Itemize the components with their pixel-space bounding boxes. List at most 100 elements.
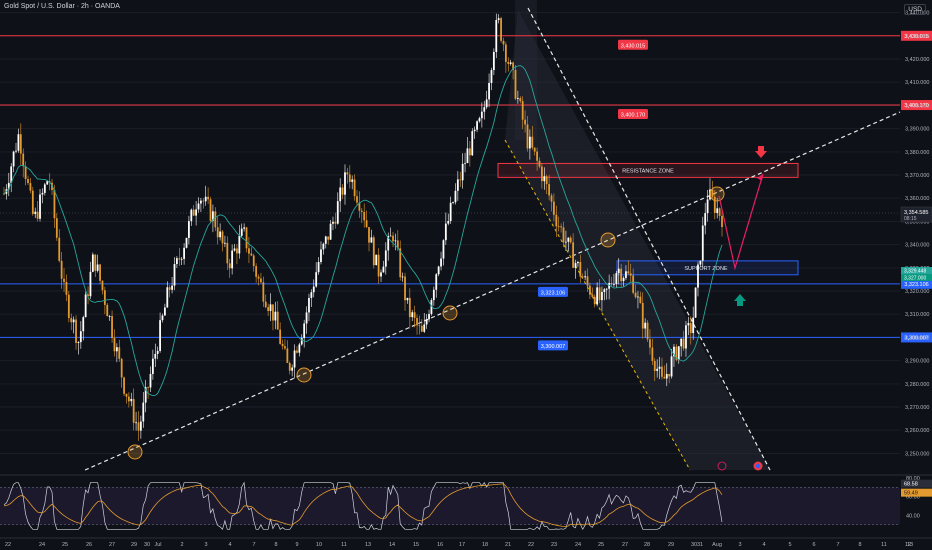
candle-body <box>310 292 313 298</box>
price-tick-label: 3,380.000 <box>905 150 929 156</box>
candle-body <box>435 274 438 290</box>
candle-body <box>504 44 507 62</box>
candle-body <box>555 214 558 227</box>
candle-body <box>202 200 205 202</box>
channel-fill <box>505 10 770 470</box>
candle-body <box>524 119 526 125</box>
rsi-signal-label: 59.49 <box>904 491 918 497</box>
time-tick-label: 15 <box>413 542 419 548</box>
chart-title: Gold Spot / U.S. Dollar · 2h · OANDA <box>4 3 120 10</box>
candle-body <box>91 254 94 272</box>
candle-body <box>440 258 442 267</box>
candle-body <box>543 176 546 182</box>
candle-body <box>106 304 109 317</box>
candle-body <box>685 325 687 349</box>
rsi-line <box>3 481 723 531</box>
candle-body <box>353 179 356 197</box>
candle-body <box>113 337 116 352</box>
candle-body <box>94 254 97 271</box>
candle-body <box>670 356 673 377</box>
candle-body <box>332 221 334 224</box>
candle-body <box>495 20 498 52</box>
candle-body <box>43 184 46 193</box>
candle-body <box>473 129 476 132</box>
candle-body <box>24 166 27 179</box>
time-tick-label: 24 <box>575 542 581 548</box>
candle-body <box>344 172 346 195</box>
candle-body <box>341 187 344 195</box>
candle-body <box>456 179 459 191</box>
price-tick-label: 3,440.000 <box>905 11 929 17</box>
level-label: 3,323.106 <box>541 290 565 296</box>
level-axis-label: 3,400.170 <box>904 103 928 109</box>
currency-button[interactable]: USD <box>904 4 926 15</box>
candle-body <box>142 402 145 422</box>
candle-body <box>526 124 529 149</box>
candle-body <box>29 183 32 191</box>
candle-body <box>596 287 599 305</box>
time-tick-label: 8 <box>274 542 277 548</box>
candle-body <box>706 199 709 214</box>
candle-body <box>53 189 56 219</box>
candle-body <box>221 231 224 244</box>
candle-body <box>519 98 522 102</box>
rsi-tick-label: 40.00 <box>906 513 920 519</box>
time-tick-label: 8 <box>858 542 861 548</box>
candle-body <box>317 262 320 273</box>
candle-body <box>248 248 250 254</box>
candle-body <box>173 264 176 286</box>
candle-body <box>243 227 246 229</box>
swing-point-marker <box>296 367 312 383</box>
rsi-signal-line <box>3 483 723 528</box>
candle-body <box>267 307 270 311</box>
candle-body <box>548 184 551 196</box>
candle-body <box>553 201 555 215</box>
candle-body <box>581 276 584 278</box>
candle-body <box>644 322 647 329</box>
ma-label-box <box>901 267 932 274</box>
candle-body <box>31 190 34 214</box>
candle-body <box>228 263 231 269</box>
price-tick-label: 3,390.000 <box>905 127 929 133</box>
rsi-signal-box <box>901 488 932 497</box>
candle-body <box>634 292 637 298</box>
candle-body <box>459 179 462 181</box>
candle-body <box>615 273 618 284</box>
candle-body <box>413 312 416 318</box>
candle-body <box>250 253 253 256</box>
candle-body <box>171 285 173 290</box>
candle-body <box>22 153 25 167</box>
candle-body <box>183 247 186 259</box>
candle-body <box>269 304 272 311</box>
candle-body <box>560 226 563 228</box>
candle-body <box>382 266 385 273</box>
candle-body <box>7 183 10 190</box>
time-tick-label: 18 <box>482 542 488 548</box>
candle-body <box>288 362 291 371</box>
current-price-box <box>900 206 932 223</box>
candle-body <box>697 264 699 288</box>
time-tick-label: 24 <box>39 542 45 548</box>
candle-body <box>65 281 68 295</box>
candle-body <box>401 276 404 278</box>
candle-body <box>334 221 337 224</box>
candle-body <box>637 296 639 298</box>
moving-average-line <box>3 65 723 397</box>
ascending-trendline <box>84 111 901 471</box>
level-axis-box <box>901 100 932 111</box>
candle-body <box>351 179 354 182</box>
time-tick-label: 14 <box>389 542 395 548</box>
price-tick-label: 3,310.000 <box>905 312 929 318</box>
candle-body <box>139 421 142 431</box>
channel-top-fill <box>515 0 537 140</box>
candle-body <box>673 346 675 357</box>
candle-body <box>96 264 99 271</box>
time-tick-label: 7 <box>836 542 839 548</box>
candle-body <box>159 320 161 351</box>
candle-body <box>216 227 219 238</box>
candle-body <box>713 196 716 214</box>
candle-body <box>219 231 222 238</box>
candle-body <box>377 254 380 277</box>
candle-body <box>490 70 493 83</box>
